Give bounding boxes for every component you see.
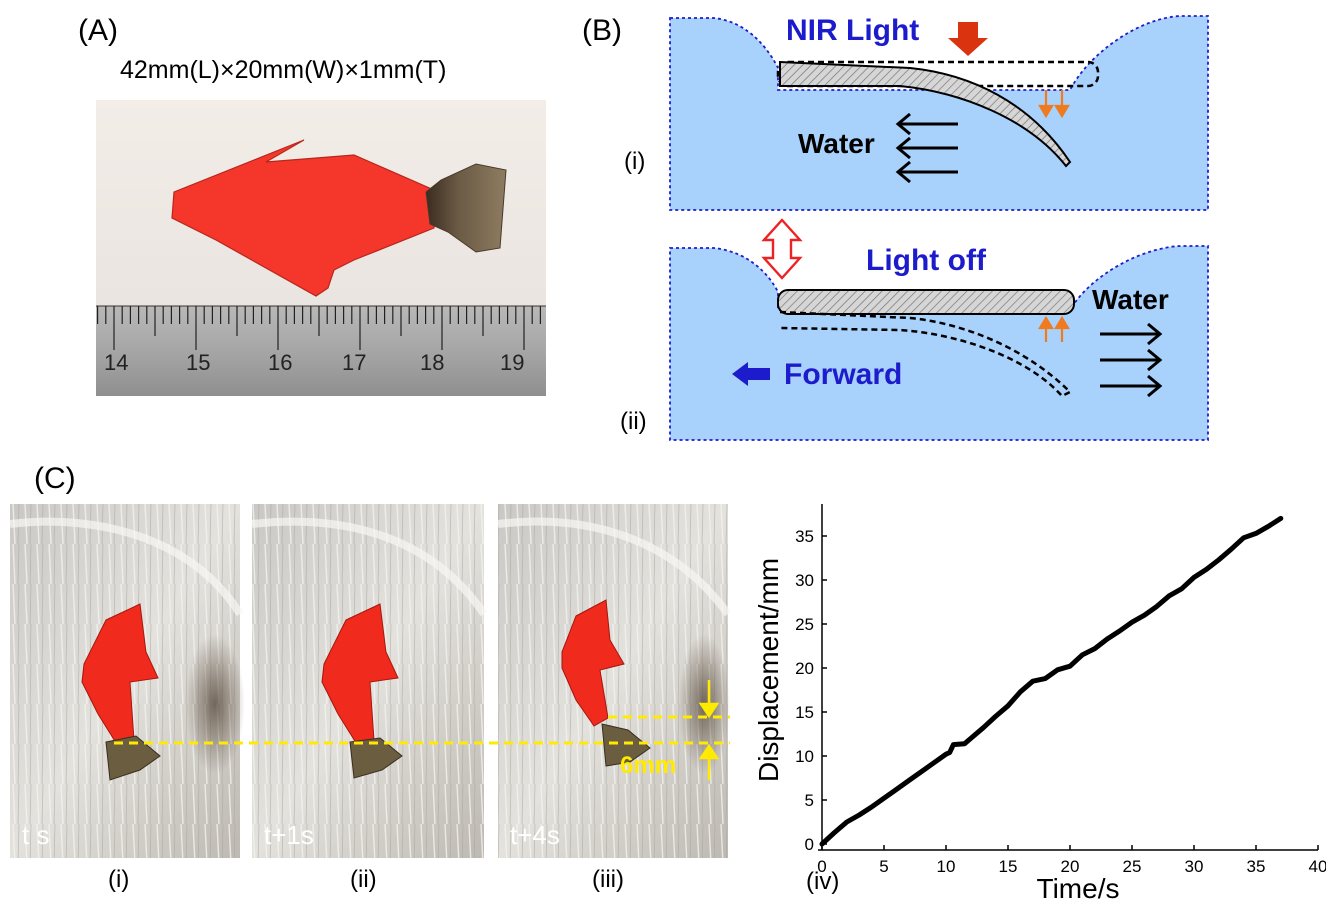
x-tick-label: 40 [1309, 857, 1326, 876]
y-tick-label: 10 [795, 747, 814, 766]
y-tick-label: 15 [795, 703, 814, 722]
chart-x-label: Time/s [1037, 873, 1120, 904]
measure-arrows-icon [698, 680, 720, 780]
orange-up-arrows-icon [1038, 315, 1070, 342]
y-tick-label: 5 [805, 791, 814, 810]
y-tick-label: 35 [795, 527, 814, 546]
orange-down-arrows-icon [1038, 90, 1070, 119]
forward-arrow-icon [732, 362, 770, 386]
panel-a-photo [96, 100, 546, 396]
x-tick-label: 35 [1247, 857, 1266, 876]
displacement-series-line [819, 515, 1284, 847]
water-tank-top [669, 15, 1209, 211]
chart-y-label: Displacement/mm [753, 558, 784, 782]
x-tick-label: 25 [1123, 857, 1142, 876]
x-tick-label: 30 [1185, 857, 1204, 876]
nir-light-text: NIR Light [786, 14, 920, 47]
beam-flat [777, 289, 1075, 315]
video-frame-1 [10, 504, 245, 858]
y-tick-label: 20 [795, 659, 814, 678]
water-arrows-left-icon [895, 112, 958, 184]
frame-1-time: t s [22, 820, 50, 850]
cycle-arrow-icon [761, 218, 803, 280]
chart-sub-label: (iv) [806, 868, 840, 895]
frame-2-sub-label: (ii) [350, 866, 377, 893]
ruler-label-14: 14 [104, 350, 129, 375]
frame-3-sub-label: (iii) [592, 866, 624, 893]
chart-axis-lines [818, 504, 1318, 851]
nir-arrow-icon [948, 22, 988, 56]
panel-a-dimensions: 42mm(L)×20mm(W)×1mm(T) [120, 56, 447, 84]
panel-b-sub-label-ii: (ii) [620, 408, 647, 435]
displacement-chart: 0 5 10 15 20 25 30 35 40 0 5 10 15 20 25 30 35 Time/s D… [753, 504, 1326, 904]
forward-text: Forward [784, 358, 903, 391]
video-frame-3 [497, 504, 730, 858]
frame-3-time: t+4s [510, 820, 560, 850]
light-off-text: Light off [866, 244, 986, 277]
x-tick-label: 15 [999, 857, 1018, 876]
chart-y-ticks: 0 5 10 15 20 25 30 35 [795, 527, 827, 854]
water-arrows-right-icon [1100, 322, 1163, 398]
chart-axes [818, 504, 1318, 851]
y-tick-label: 0 [805, 835, 814, 854]
frame-1-sub-label: (i) [108, 866, 130, 893]
panel-b-diagram [669, 15, 1209, 441]
water-text-bottom: Water [1092, 284, 1169, 315]
panel-b-sub-label-i: (i) [624, 148, 646, 175]
panel-c-label: (C) [34, 462, 76, 495]
frame-2-time: t+1s [264, 820, 314, 850]
ruler-label-16: 16 [268, 350, 293, 375]
panel-c-frames [10, 504, 730, 858]
panel-b-label: (B) [582, 14, 622, 47]
panel-a-label: (A) [78, 14, 118, 47]
y-tick-label: 30 [795, 571, 814, 590]
fish-body-a [171, 139, 507, 297]
measure-text: 6mm [620, 752, 677, 779]
y-tick-label: 25 [795, 615, 814, 634]
ruler-label-17: 17 [342, 350, 367, 375]
ruler-label-18: 18 [420, 350, 445, 375]
ruler [96, 305, 546, 396]
x-tick-label: 5 [879, 857, 888, 876]
ruler-label-15: 15 [186, 350, 211, 375]
x-tick-label: 20 [1061, 857, 1080, 876]
water-text-top: Water [798, 128, 875, 159]
beam-bent-outline [779, 310, 1073, 398]
x-tick-label: 10 [937, 857, 956, 876]
video-frame-2 [251, 504, 488, 858]
x-tick-label: 0 [817, 857, 826, 876]
beam-bent [779, 60, 1072, 168]
ruler-label-19: 19 [500, 350, 525, 375]
